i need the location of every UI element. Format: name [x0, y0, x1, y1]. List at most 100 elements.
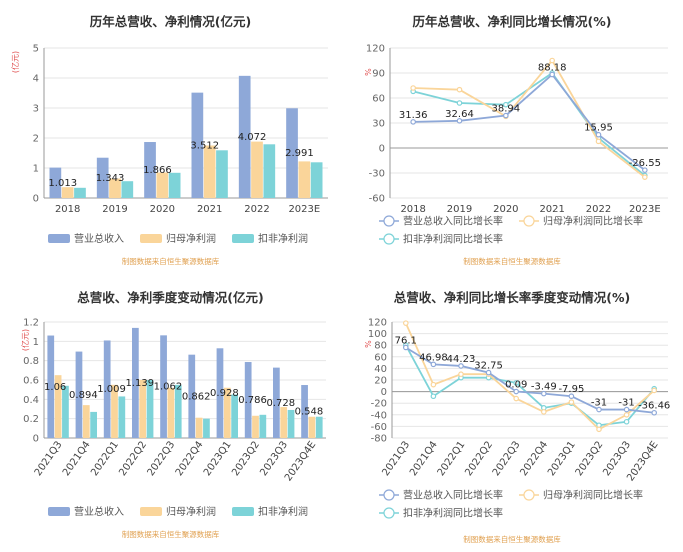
legend-label-revenue: 营业总收入 — [74, 232, 124, 245]
x-tick-label: 2018 — [55, 204, 80, 215]
bar-revenue — [286, 108, 298, 198]
chart-title: 总营收、净利同比增长率季度变动情况(%) — [394, 290, 630, 305]
bar-net_profit — [156, 172, 169, 198]
point-net_profit — [458, 371, 464, 378]
legend-label-revenue: 营业总收入同比增长率 — [403, 215, 503, 228]
bar-deducted_profit — [216, 150, 228, 198]
data-label: 1.062 — [154, 382, 183, 393]
y-tick-label: 5 — [33, 44, 39, 55]
data-label: 1.06 — [44, 382, 66, 393]
y-tick-label: -40 — [371, 410, 387, 421]
bar-deducted_profit — [74, 187, 86, 198]
legend-label-net_profit: 归母净利润 — [166, 505, 216, 518]
bar-deducted_profit — [62, 385, 69, 438]
legend-label-deducted_profit: 扣非净利润同比增长率 — [403, 507, 503, 520]
point-net_profit — [541, 409, 547, 415]
chart-title: 历年总营收、净利同比增长情况(%) — [413, 14, 612, 29]
legend-label-net_profit: 归母净利润同比增长率 — [543, 215, 643, 228]
bar-net_profit — [195, 417, 203, 438]
bar-revenue — [144, 142, 156, 198]
data-label: 32.64 — [445, 109, 474, 120]
bar-revenue — [160, 335, 167, 438]
point-net_profit — [456, 86, 463, 93]
point-revenue — [458, 363, 464, 369]
y-tick-label: -80 — [371, 434, 387, 445]
x-tick-label: 2023Q2 — [230, 439, 262, 478]
data-label: 0.786 — [238, 395, 267, 406]
x-tick-label: 2020 — [493, 204, 518, 215]
bar-revenue — [188, 354, 196, 438]
y-tick-label: 0.8 — [23, 356, 39, 367]
data-label: 4.072 — [238, 132, 267, 143]
point-net_profit — [410, 85, 416, 91]
x-tick-label: 2021 — [197, 204, 222, 215]
bar-revenue — [96, 157, 109, 198]
y-tick-label: 1.2 — [23, 318, 39, 329]
bar-net_profit — [251, 141, 263, 198]
point-net_profit — [403, 320, 409, 326]
point-revenue — [503, 112, 509, 119]
chart-title: 历年总营收、净利情况(亿元) — [90, 14, 251, 29]
bar-deducted_profit — [263, 144, 276, 198]
data-label: 0.548 — [295, 407, 324, 418]
point-deducted_profit — [623, 418, 630, 425]
bar-revenue — [273, 367, 280, 438]
point-revenue — [541, 390, 547, 397]
source-note: 制图数据来自恒生聚源数据库 — [122, 529, 220, 539]
y-tick-label: 0 — [33, 434, 39, 445]
source-note: 制图数据来自恒生聚源数据库 — [122, 256, 220, 266]
legend-swatch-revenue — [48, 234, 70, 243]
data-label: 1.343 — [96, 173, 125, 184]
source-note: 制图数据来自恒生聚源数据库 — [463, 534, 561, 544]
y-tick-label: 0.2 — [23, 414, 39, 425]
data-label: -31 — [618, 398, 634, 409]
bar-revenue — [132, 327, 139, 438]
x-tick-label: 2019 — [102, 204, 127, 215]
point-revenue — [430, 361, 437, 368]
data-label: 32.75 — [474, 361, 503, 372]
x-tick-label: 2022Q4 — [174, 439, 206, 478]
y-unit-label: (亿元) — [20, 329, 30, 351]
point-revenue — [403, 344, 409, 351]
bar-revenue — [191, 92, 204, 198]
point-revenue — [568, 393, 575, 400]
point-deducted_profit — [456, 100, 463, 106]
point-deducted_profit — [430, 393, 437, 400]
legend-label-revenue: 营业总收入同比增长率 — [403, 489, 503, 502]
line-revenue — [413, 73, 646, 171]
x-tick-label: 2021Q4 — [61, 439, 93, 478]
data-label: 44.23 — [447, 354, 476, 365]
bar-deducted_profit — [310, 162, 323, 198]
legend-swatch-net_profit — [140, 234, 162, 243]
y-tick-label: 120 — [366, 44, 385, 55]
point-net_profit — [430, 381, 437, 388]
legend-label-deducted_profit: 扣非净利润同比增长率 — [403, 233, 503, 246]
annual-growth-chart: 历年总营收、净利同比增长情况(%)% -60 -30 0 30 60 90 120 2018 20… — [364, 14, 668, 266]
point-net_profit — [549, 57, 555, 64]
x-tick-label: 2022 — [244, 204, 269, 215]
x-tick-label: 2021 — [539, 204, 564, 215]
data-label: 1.139 — [125, 378, 154, 389]
legend-swatch-deducted_profit — [232, 234, 254, 243]
bar-net_profit — [139, 380, 147, 438]
line-revenue — [405, 346, 655, 414]
point-revenue — [456, 118, 463, 124]
legend-swatch-revenue — [48, 507, 70, 516]
bar-revenue — [49, 167, 62, 198]
y-tick-label: 60 — [372, 94, 385, 105]
point-revenue — [651, 409, 658, 416]
bar-revenue — [244, 362, 252, 438]
y-tick-label: 120 — [368, 318, 387, 329]
data-label: 1.009 — [97, 384, 126, 395]
bar-deducted_profit — [168, 172, 181, 198]
point-deducted_profit — [503, 101, 509, 108]
y-tick-label: 1 — [33, 337, 39, 348]
data-label: 0.862 — [182, 391, 211, 402]
data-label: 0.09 — [505, 380, 527, 391]
point-revenue — [596, 406, 602, 413]
data-label: -31 — [591, 398, 607, 409]
bar-net_profit — [298, 161, 311, 198]
x-tick-label: 2021Q3 — [33, 439, 65, 478]
bar-deducted_profit — [121, 181, 134, 198]
bar-deducted_profit — [231, 394, 238, 438]
